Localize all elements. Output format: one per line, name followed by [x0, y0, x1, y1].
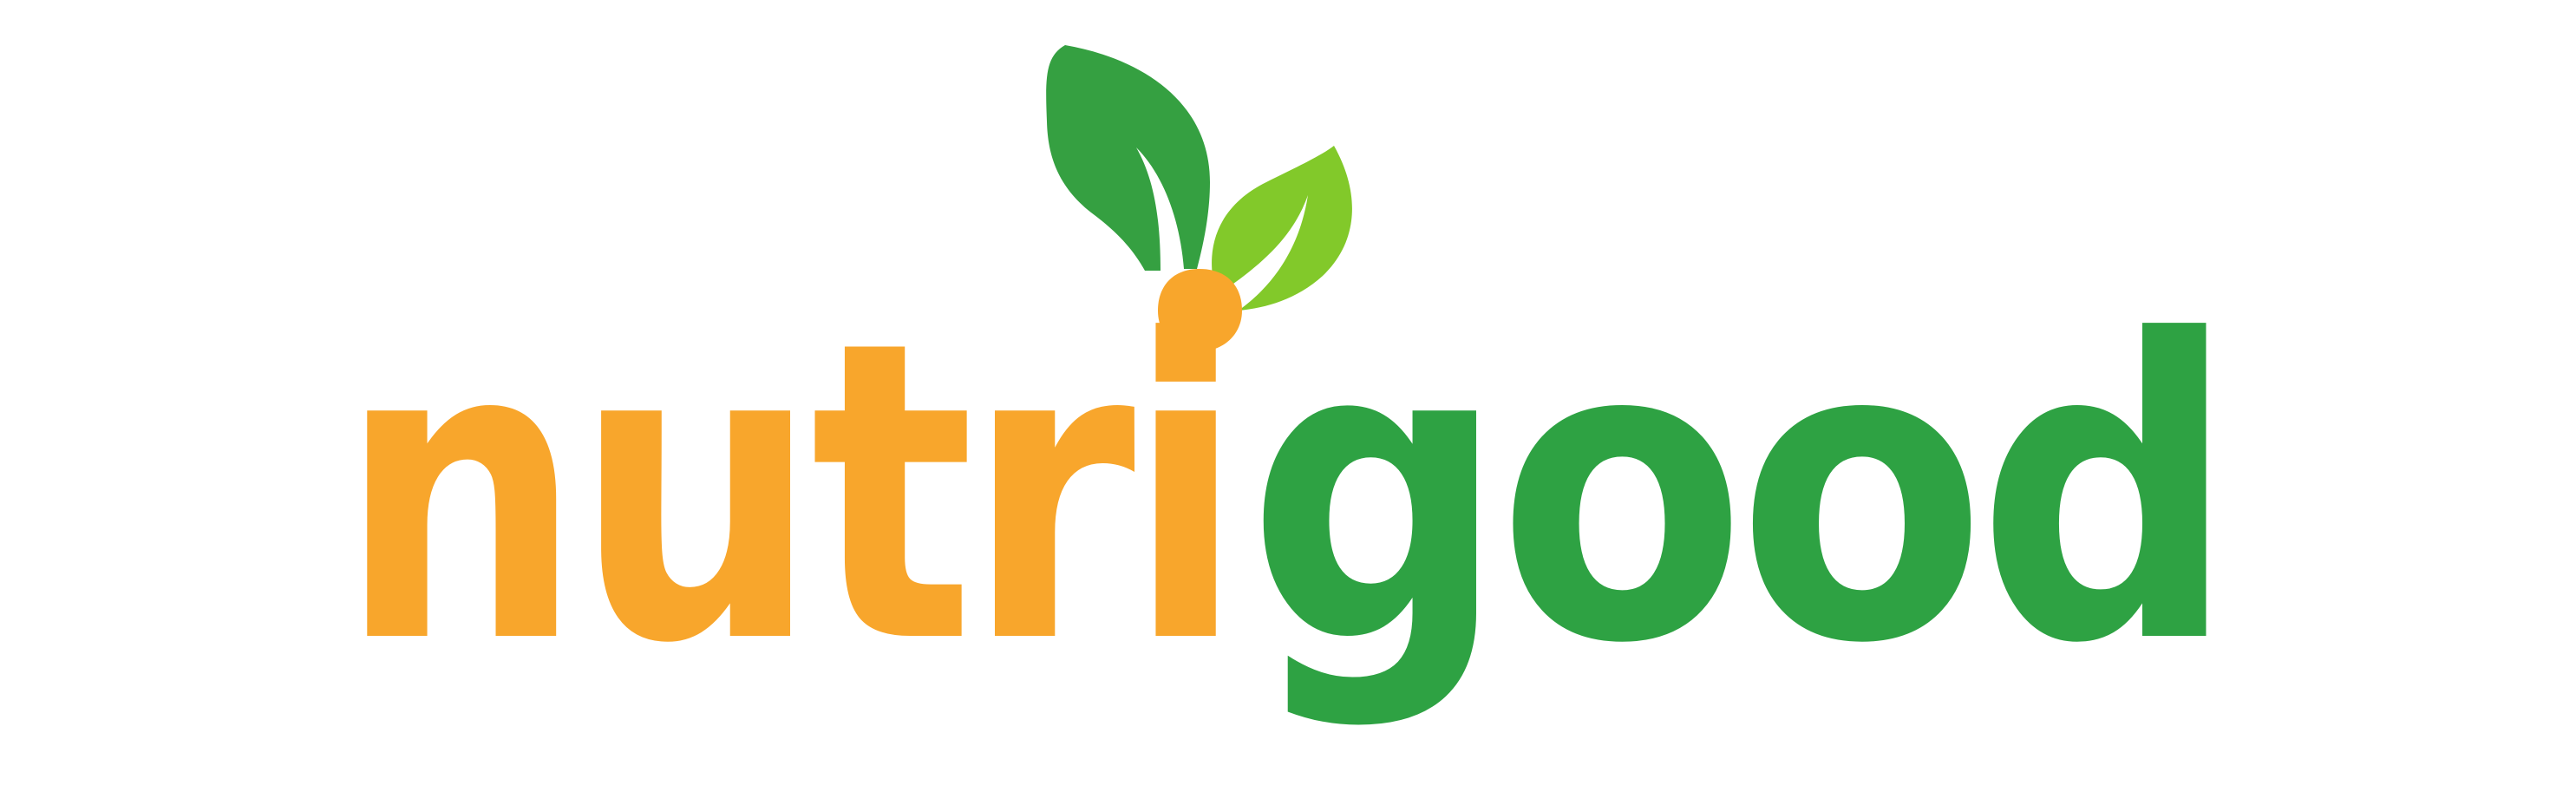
light-leaf-icon — [1212, 146, 1352, 311]
wordmark-good: good — [1247, 254, 2227, 734]
wordmark-nutri: nutri — [338, 254, 1236, 734]
sprout-leaves-icon — [1046, 45, 1352, 351]
orange-bud-icon — [1158, 269, 1242, 351]
dark-leaf-icon — [1046, 45, 1210, 271]
